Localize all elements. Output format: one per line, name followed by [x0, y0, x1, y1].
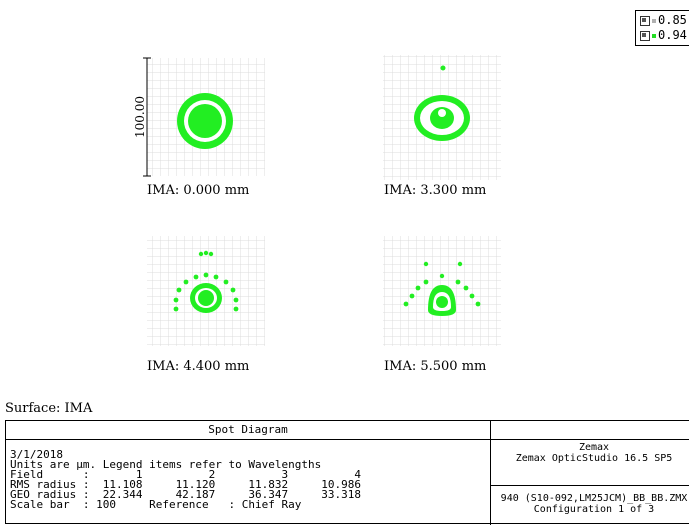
spot-point — [409, 293, 415, 299]
software-version: Zemax OpticStudio 16.5 SP5 — [515, 453, 673, 464]
configuration: Configuration 1 of 3 — [533, 504, 655, 515]
date-line: 3/1/2018 — [10, 448, 63, 461]
surface-label: Surface: IMA — [5, 401, 93, 416]
spot-point — [415, 285, 421, 291]
table-meta: Zemax Zemax OpticStudio 16.5 SP5 940 (S1… — [490, 440, 689, 525]
spot-point — [469, 293, 475, 299]
plot-caption: IMA: 4.400 mm — [147, 359, 250, 374]
spot-point — [230, 287, 236, 293]
spot-point — [203, 272, 209, 278]
spot-point — [193, 274, 199, 280]
checkbox-icon[interactable] — [640, 15, 650, 26]
spot-plot-field-4 — [383, 236, 501, 346]
table-title-blank — [490, 421, 689, 440]
spot-point — [176, 287, 182, 293]
divider — [491, 485, 689, 486]
legend-item[interactable]: 0.85 — [640, 13, 689, 28]
spot-point — [439, 273, 445, 279]
spot-center — [438, 109, 446, 117]
spot-point — [440, 65, 446, 71]
geo-radius-line: GEO radius : 22.344 42.187 36.347 33.318 — [10, 488, 361, 501]
spot-core — [188, 104, 222, 138]
spot-point — [463, 285, 469, 291]
series-swatch — [652, 33, 656, 38]
vendor-name: Zemax — [578, 442, 610, 453]
lens-file: 940 (S10-092,LM25JCM)_BB_BB.ZMX — [500, 493, 688, 504]
spot-point — [198, 251, 204, 257]
spot-plot-field-3 — [147, 236, 265, 346]
spot-point — [455, 279, 461, 285]
scale-bar-label: 100.00 — [133, 96, 147, 138]
spot-point — [423, 261, 429, 267]
spot-plot-field-2 — [383, 55, 501, 180]
legend-label: 0.85 — [658, 13, 687, 27]
plot-caption: IMA: 5.500 mm — [384, 359, 487, 374]
vendor-info: Zemax Zemax OpticStudio 16.5 SP5 — [491, 442, 689, 464]
lens-info: 940 (S10-092,LM25JCM)_BB_BB.ZMX Configur… — [491, 493, 689, 515]
checkbox-icon[interactable] — [640, 30, 650, 41]
spot-point — [208, 251, 214, 257]
spot-point — [173, 297, 179, 303]
spot-diagram-canvas: 100.00 — [133, 55, 501, 346]
wavelength-legend: 0.85 0.94 — [635, 10, 689, 46]
spot-point — [457, 261, 463, 267]
legend-label: 0.94 — [658, 28, 687, 42]
table-details: 3/1/2018 Units are μm. Legend items refe… — [6, 440, 490, 525]
scale-bar-line: Scale bar : 100 Reference : Chief Ray — [10, 498, 302, 511]
legend-item[interactable]: 0.94 — [640, 28, 689, 43]
spot-plot-field-1: 100.00 — [133, 57, 265, 177]
units-line: Units are μm. Legend items refer to Wave… — [10, 458, 322, 471]
spot-point — [203, 250, 209, 256]
series-swatch — [652, 18, 656, 23]
plot-caption: IMA: 0.000 mm — [147, 183, 250, 198]
spot-point — [423, 279, 429, 285]
spot-point — [403, 301, 409, 307]
spot-point — [475, 301, 481, 307]
rms-radius-line: RMS radius : 11.108 11.120 11.832 10.986 — [10, 478, 361, 491]
spot-core — [198, 290, 214, 306]
spot-point — [233, 306, 239, 312]
spot-core — [430, 107, 454, 129]
field-line: Field : 1 2 3 4 — [10, 468, 361, 481]
spot-point — [233, 297, 239, 303]
spot-diagram-info-table: Spot Diagram 3/1/2018 Units are μm. Lege… — [5, 420, 689, 525]
spot-point — [223, 279, 229, 285]
spot-point — [183, 279, 189, 285]
spot-core — [436, 296, 448, 308]
spot-point — [213, 274, 219, 280]
table-title: Spot Diagram — [6, 421, 490, 440]
plot-caption: IMA: 3.300 mm — [384, 183, 487, 198]
spot-point — [173, 306, 179, 312]
